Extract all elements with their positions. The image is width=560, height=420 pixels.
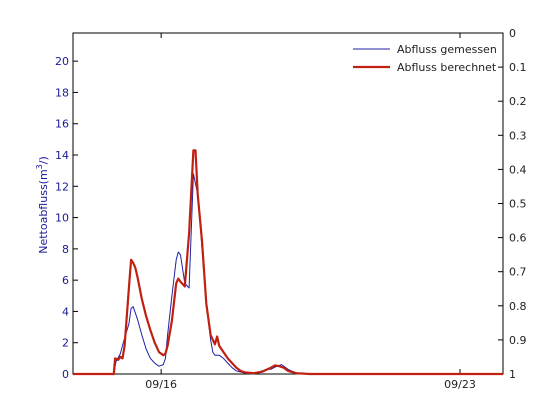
plot-area [72, 32, 504, 375]
y-tick-label: 4 [62, 305, 69, 318]
y-tick-label: 16 [55, 118, 69, 131]
y-tick-label: 2 [62, 337, 69, 350]
y2-tick-label: 1 [509, 368, 516, 381]
y2-tick-label: 0 [509, 27, 516, 40]
y-tick-label: 0 [62, 368, 69, 381]
legend: Abfluss gemessen Abfluss berechnet [353, 43, 497, 74]
x-tick-label: 09/23 [444, 378, 476, 391]
y2-tick-label: 0.7 [509, 266, 527, 279]
y-tick-label: 12 [55, 180, 69, 193]
y2-tick-label: 0.6 [509, 232, 527, 245]
y-tick-label: 14 [55, 149, 69, 162]
left-axis-ticks: 0 2 4 6 8 10 12 14 16 18 20 [55, 55, 78, 381]
y2-tick-label: 0.9 [509, 334, 527, 347]
y2-tick-label: 0.2 [509, 95, 527, 108]
y-axis-label-tail: /) [37, 156, 50, 164]
y2-tick-label: 0.1 [509, 61, 527, 74]
y-tick-label: 18 [55, 86, 69, 99]
y-tick-label: 10 [55, 212, 69, 225]
y-axis-label: Nettoabfluss(m3/) [35, 156, 50, 254]
y-tick-label: 20 [55, 55, 69, 68]
x-tick-label: 09/16 [145, 378, 177, 391]
x-axis-ticks: 09/16 09/23 [145, 33, 476, 391]
y2-tick-label: 0.5 [509, 198, 527, 211]
y2-tick-label: 0.3 [509, 129, 527, 142]
series-layer [73, 149, 503, 376]
y-tick-label: 8 [62, 243, 69, 256]
y-tick-label: 6 [62, 274, 69, 287]
series-line-computed [73, 149, 503, 376]
right-axis-ticks: 0 0.1 0.2 0.3 0.4 0.5 0.6 0.7 0.8 0.9 1 [498, 27, 527, 381]
y2-tick-label: 0.8 [509, 300, 527, 313]
y-axis-label-main: Nettoabfluss(m [37, 169, 50, 253]
y-axis-label-sup: 3 [35, 164, 44, 169]
y2-tick-label: 0.4 [509, 163, 527, 176]
legend-label-measured: Abfluss gemessen [397, 43, 497, 56]
legend-label-computed: Abfluss berechnet [397, 61, 497, 74]
